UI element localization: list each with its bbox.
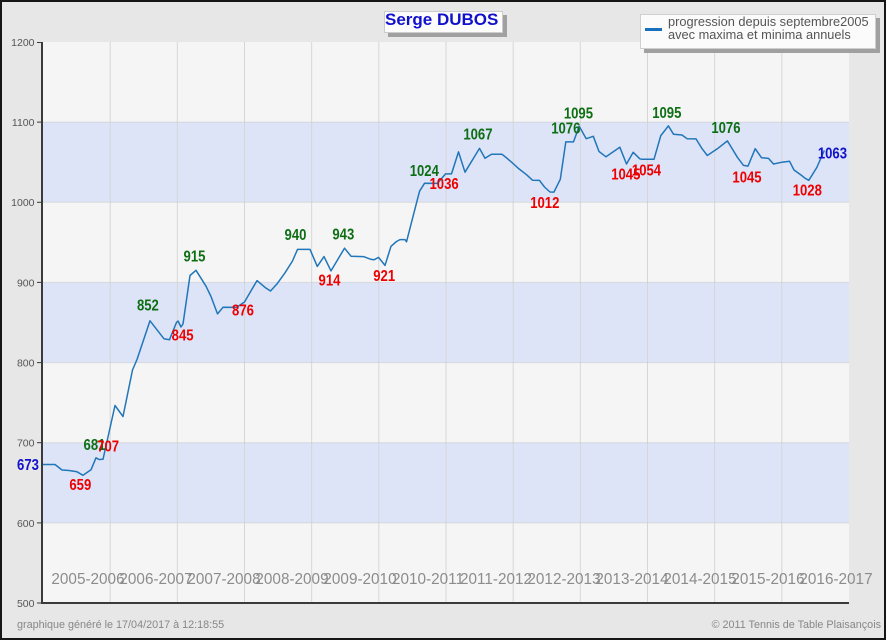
svg-text:1045: 1045	[611, 166, 640, 183]
svg-text:1036: 1036	[430, 176, 459, 193]
svg-text:1200: 1200	[11, 37, 35, 49]
svg-text:700: 700	[17, 438, 35, 450]
svg-text:914: 914	[319, 272, 342, 289]
svg-text:600: 600	[17, 518, 35, 530]
svg-text:876: 876	[232, 303, 254, 320]
svg-text:1100: 1100	[12, 117, 35, 129]
svg-text:500: 500	[17, 598, 35, 610]
svg-text:2011-2012: 2011-2012	[460, 571, 532, 588]
svg-text:1000: 1000	[11, 197, 35, 209]
svg-text:1063: 1063	[818, 145, 847, 162]
svg-text:1012: 1012	[530, 195, 559, 212]
svg-text:659: 659	[69, 477, 91, 494]
svg-text:2012-2013: 2012-2013	[527, 571, 600, 588]
svg-text:900: 900	[17, 277, 35, 289]
svg-text:2006-2007: 2006-2007	[119, 571, 192, 588]
svg-text:2007-2008: 2007-2008	[187, 571, 260, 588]
svg-text:1045: 1045	[732, 169, 761, 186]
svg-text:1028: 1028	[793, 182, 822, 199]
svg-text:1095: 1095	[564, 106, 593, 123]
svg-text:2005-2006: 2005-2006	[51, 571, 124, 588]
svg-text:852: 852	[137, 297, 159, 314]
svg-text:800: 800	[17, 358, 35, 370]
svg-text:1054: 1054	[632, 162, 662, 179]
svg-text:673: 673	[17, 457, 39, 474]
svg-text:940: 940	[285, 227, 307, 244]
svg-text:1076: 1076	[711, 120, 740, 137]
svg-text:921: 921	[373, 268, 395, 285]
svg-text:1095: 1095	[652, 105, 681, 122]
svg-text:707: 707	[97, 438, 119, 455]
svg-text:1076: 1076	[551, 120, 580, 137]
svg-text:2013-2014: 2013-2014	[595, 571, 669, 588]
svg-text:2009-2010: 2009-2010	[323, 571, 396, 588]
svg-text:2008-2009: 2008-2009	[255, 571, 328, 588]
svg-text:943: 943	[332, 226, 354, 243]
svg-text:1024: 1024	[410, 163, 440, 180]
svg-text:2016-2017: 2016-2017	[799, 571, 872, 588]
svg-text:915: 915	[184, 248, 206, 265]
svg-text:2010-2011: 2010-2011	[392, 571, 464, 588]
svg-text:681: 681	[84, 437, 106, 454]
svg-text:2015-2016: 2015-2016	[731, 571, 804, 588]
svg-text:2014-2015: 2014-2015	[663, 571, 736, 588]
svg-text:1067: 1067	[463, 126, 492, 143]
svg-text:845: 845	[172, 328, 194, 345]
